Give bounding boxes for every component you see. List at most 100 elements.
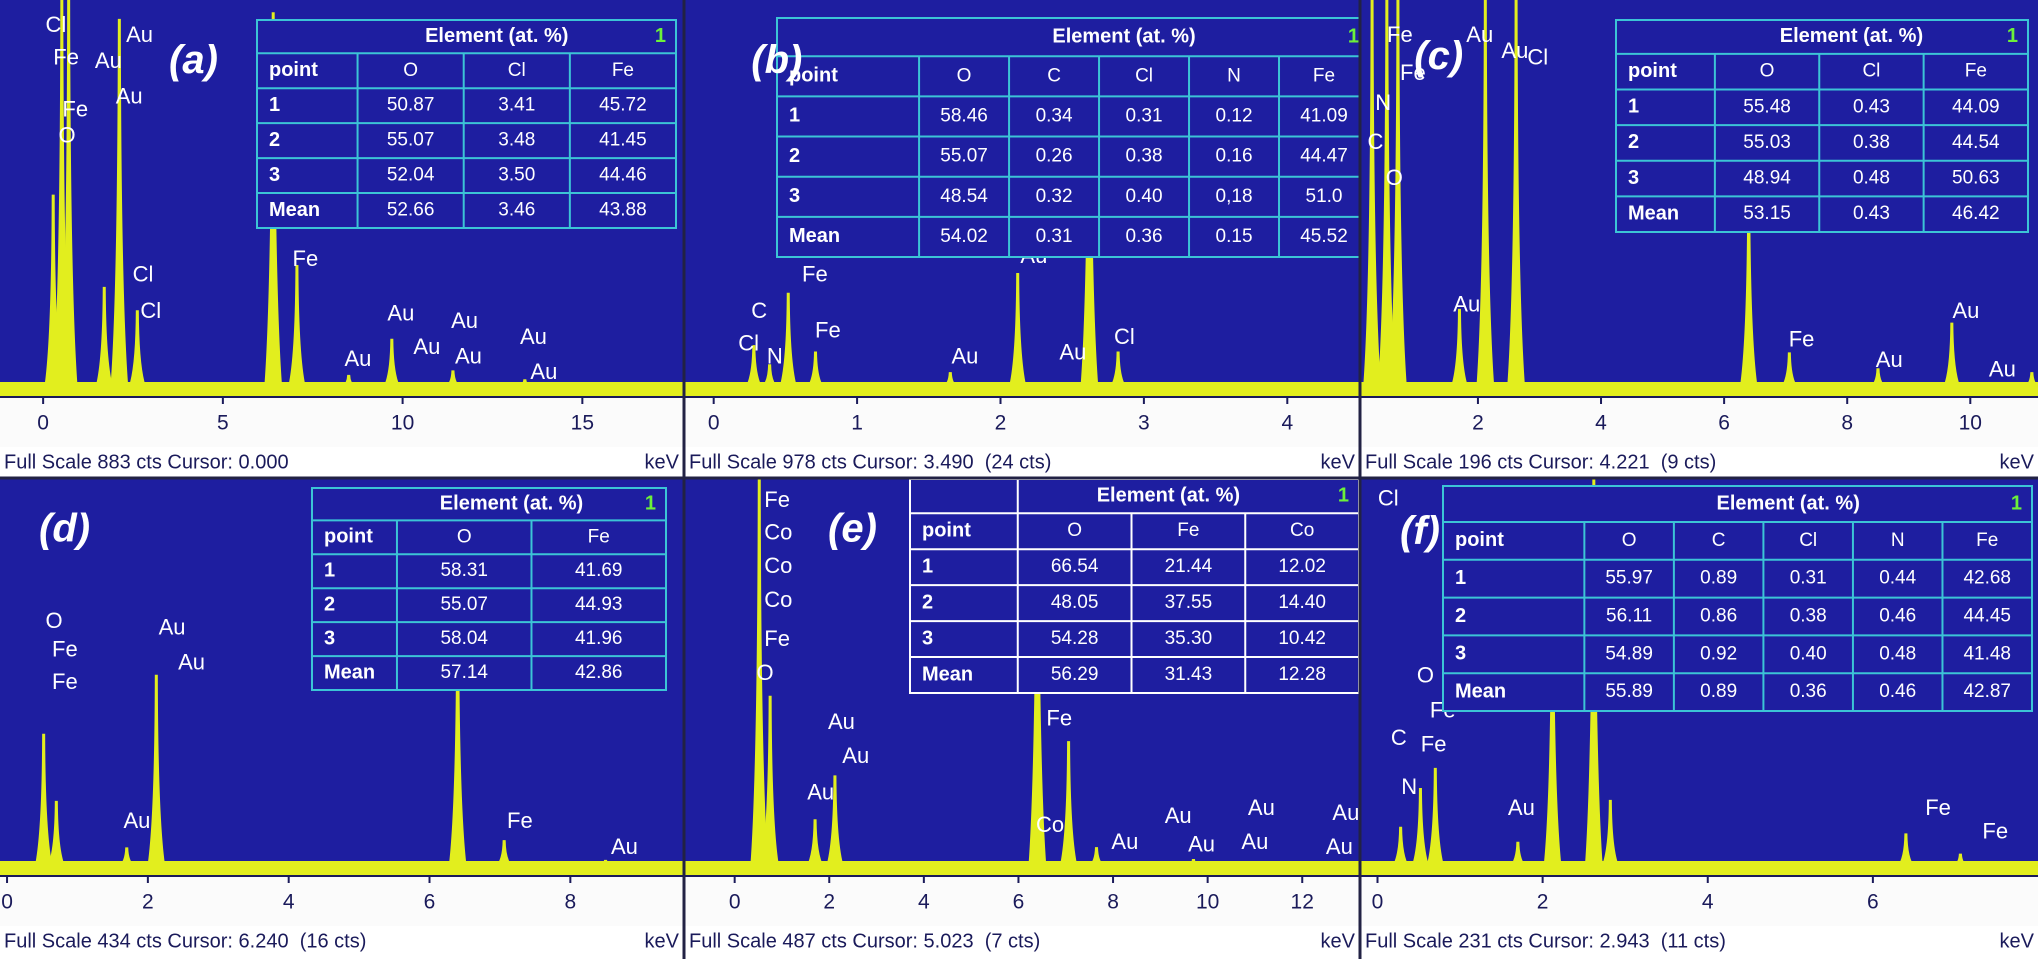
x-tick-label: 0 [729,891,741,914]
table-cell: 56.29 [1051,664,1099,685]
peak [806,351,825,388]
x-tick-label: 6 [1867,891,1879,914]
table-cell: 44.93 [575,594,623,615]
table-cell: 12.02 [1278,556,1326,577]
x-tick-label: 8 [1107,891,1119,914]
peaks [1361,0,2038,397]
x-tick-label: 4 [1281,412,1293,435]
table-cell: 44.54 [1952,132,2000,153]
peak [448,627,467,867]
footer-text: Full Scale 487 cts Cursor: 5.023 (7 cts) [689,930,1040,952]
axis-strip [1361,876,2038,926]
table-marker: 1 [2007,25,2018,47]
x-tick-label: 2 [1472,412,1484,435]
continuum [1361,861,2038,876]
peak-label: Au [1501,38,1528,63]
table-cell: 3.41 [498,95,535,116]
table-cell: 1 [269,94,280,116]
peak [1184,859,1203,867]
table-cell: 41.48 [1963,643,2011,664]
x-tick-label: 5 [217,412,229,435]
table-cell: 1 [1455,567,1466,589]
table-cell: 45.52 [1300,226,1348,247]
table-header: Fe [1313,65,1335,86]
table-header: Fe [588,526,610,547]
table-cell: 3.48 [498,130,535,151]
table-cell: 0.44 [1879,568,1916,589]
table-cell: 42.86 [575,662,623,683]
peak [287,264,306,388]
table-cell: 3 [1455,643,1466,665]
table-header: point [1455,529,1504,551]
table-title: Element (at. %) [440,492,583,514]
table-cell: 0.16 [1216,146,1253,167]
spectrum-panel: 0 2 4 6 8 Full Scale 434 cts Cursor: 6.240 (1… [0,479,683,952]
x-axis-unit: keV [645,451,680,473]
peak-label: Co [1036,812,1064,837]
x-tick-label: 4 [1595,412,1607,435]
peak-label: Au [1508,795,1535,820]
x-tick-label: 10 [1959,412,1982,435]
table-cell: 58.31 [440,560,488,581]
table-marker: 1 [2011,492,2022,514]
spectrum-panel: 2 4 6 8 10 Full Scale 196 cts Cursor: 4.221 (… [1361,0,2038,473]
peak [1476,0,1495,388]
axis-strip [0,397,683,447]
peak-label: Au [1059,339,1086,364]
table-header: Cl [1135,65,1153,86]
peak [128,310,147,388]
peak [1507,0,1526,388]
x-tick-label: 8 [564,891,576,914]
peak-label: Au [95,48,122,73]
peak [117,847,136,867]
peak [1450,308,1469,388]
peak-label: Cl [1378,486,1399,511]
peak-label: Fe [815,317,841,342]
table-cell: 44.45 [1963,606,2011,627]
table-cell: 41.96 [575,628,623,649]
table-header: Co [1290,520,1314,541]
table-header: C [1047,65,1061,86]
x-tick-label: 0 [37,412,49,435]
peak-label: Au [1989,356,2016,381]
panel-label: (f) [1400,509,1440,553]
table-cell: 3 [789,185,800,207]
x-tick-label: 6 [1013,891,1025,914]
table-cell: 0.15 [1216,226,1253,247]
peak-label: Au [828,709,855,734]
peak [779,292,798,388]
panel-label: (e) [828,507,877,551]
x-tick-label: 0 [708,412,720,435]
peak [34,733,53,867]
table-cell: 42.68 [1963,568,2011,589]
table-header: Cl [508,60,526,81]
table-cell: 0.86 [1700,606,1737,627]
peak-label: Au [842,743,869,768]
peak-label: Cl [738,330,759,355]
peak-label: C [1391,725,1407,750]
table-cell: 44.47 [1300,146,1348,167]
peak [761,695,780,867]
x-tick-label: 8 [1841,412,1853,435]
peak [744,345,763,388]
table-cell: 1 [324,560,335,582]
table-cell: 3 [1628,167,1639,189]
table-header: Cl [1862,61,1880,82]
table-cell: 0.38 [1790,606,1827,627]
composition-table: Element (at. %) 1 point O C Cl N Fe 1 58.46 0.34 0.… [776,17,1370,258]
panel-label: (a) [169,38,218,82]
peak-label: Au [159,614,186,639]
peak [443,370,462,388]
x-tick-label: 4 [1702,891,1714,914]
table-header: Fe [1976,530,1998,551]
x-axis-unit: keV [2000,451,2035,473]
peak [1008,272,1027,388]
table-cell: 21.44 [1165,556,1213,577]
peak [1391,826,1410,867]
table-cell: Mean [324,661,375,683]
table-header: O [1760,61,1775,82]
peak-label: Fe [507,808,533,833]
peak-label: Au [116,83,143,108]
peak-label: N [767,343,783,368]
